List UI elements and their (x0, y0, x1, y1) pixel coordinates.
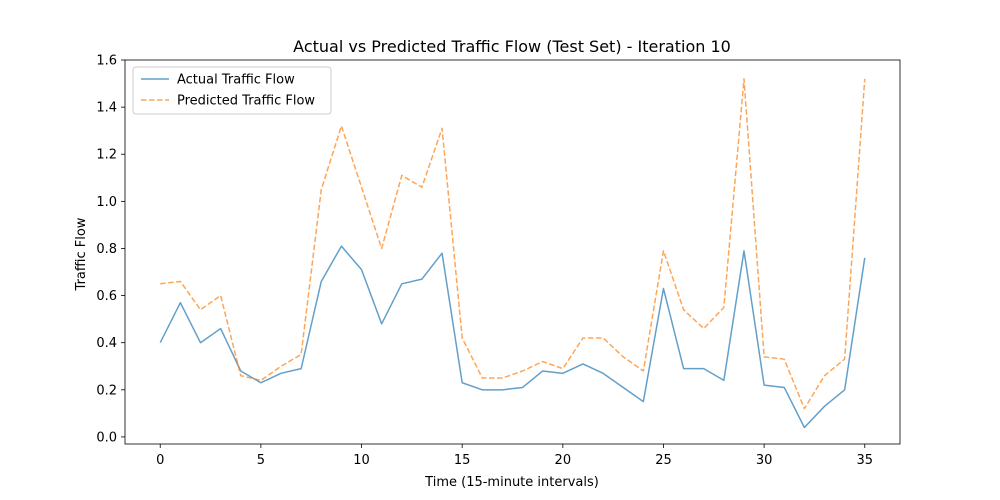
y-tick-label: 0.0 (96, 430, 117, 445)
series-line-actual (159, 245, 866, 429)
y-tick-label: 1.4 (96, 101, 117, 116)
legend: Actual Traffic Flow Predicted Traffic Flo… (132, 66, 332, 115)
x-tick-label: 15 (454, 453, 471, 468)
x-axis-label: Time (15-minute intervals) (424, 475, 599, 490)
y-tick-label: 0.4 (96, 336, 117, 351)
plot-area: 0 5 10 15 20 25 30 35 0.0 0.2 0.4 0.6 0.8 1.0 1.2 1.4 1.… (96, 54, 901, 468)
y-tick-label: 1.0 (96, 195, 117, 210)
y-tick-label: 1.6 (96, 54, 117, 69)
y-axis-label: Traffic Flow (74, 217, 89, 291)
axes-frame (124, 59, 901, 445)
legend-label-predicted: Predicted Traffic Flow (177, 94, 315, 109)
x-tick-label: 0 (156, 453, 164, 468)
x-tick-label: 20 (555, 453, 572, 468)
chart-title: Actual vs Predicted Traffic Flow (Test S… (293, 37, 731, 56)
legend-label-actual: Actual Traffic Flow (177, 73, 295, 88)
y-tick-label: 1.2 (96, 148, 117, 163)
x-tick-label: 25 (655, 453, 672, 468)
x-tick-label: 35 (856, 453, 873, 468)
x-tick-label: 5 (257, 453, 265, 468)
y-tick-label: 0.6 (96, 289, 117, 304)
x-tick-label: 10 (353, 453, 370, 468)
legend-box (132, 66, 332, 115)
x-tick-label: 30 (756, 453, 773, 468)
y-tick-label: 0.8 (96, 242, 117, 257)
y-tick-label: 0.2 (96, 383, 117, 398)
series-line-predicted (160, 78, 866, 410)
